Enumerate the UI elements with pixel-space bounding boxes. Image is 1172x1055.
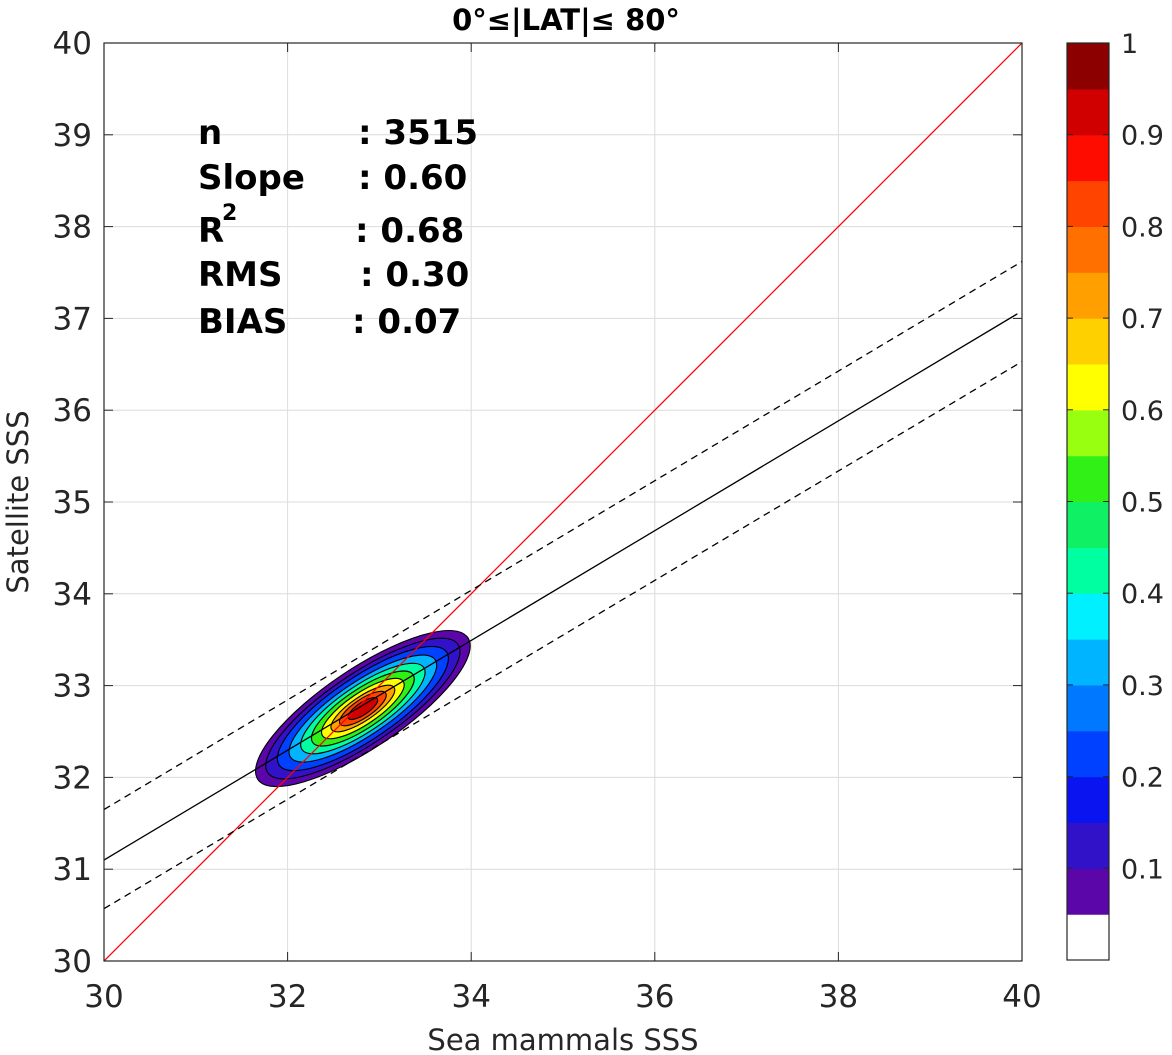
chart-title: 0°≤|LAT|≤ 80°: [452, 3, 680, 37]
colorbar-segment: [1067, 547, 1109, 594]
colorbar-segment: [1067, 226, 1109, 273]
colorbar-segment: [1067, 455, 1109, 503]
x-tick-label: 36: [635, 979, 674, 1015]
x-tick-label: 40: [1002, 979, 1041, 1015]
stat-bias-value: : 0.07: [352, 302, 461, 342]
colorbar-segment: [1067, 639, 1109, 686]
colorbar-segment: [1067, 914, 1109, 961]
colorbar-segment: [1067, 180, 1109, 227]
y-axis-title: Satellite SSS: [1, 410, 35, 593]
fit-lines: [104, 43, 1022, 961]
y-tick-label: 32: [53, 760, 92, 796]
colorbar-tick-label: 0.9: [1121, 121, 1164, 152]
stat-r2-sup: 2: [222, 201, 237, 226]
grid: [104, 43, 1022, 961]
stat-bias-label: BIAS: [198, 302, 287, 342]
y-tick-label: 31: [53, 852, 92, 888]
stat-n-value: : 3515: [358, 113, 478, 153]
y-tick-label: 36: [53, 393, 92, 429]
colorbar-tick-label: 0.8: [1121, 212, 1164, 243]
colorbar-segment: [1067, 593, 1109, 640]
colorbar-segment: [1067, 684, 1109, 732]
stat-rms-label: RMS: [198, 255, 283, 295]
colorbar-segment: [1067, 822, 1109, 869]
density-contour: [347, 697, 379, 721]
y-tick-label: 30: [53, 944, 92, 980]
stat-slope-label: Slope: [198, 158, 305, 198]
colorbar-tick-label: 0.3: [1121, 671, 1164, 702]
colorbar-segment: [1067, 134, 1109, 182]
x-tick-label: 38: [819, 979, 858, 1015]
y-tick-label: 40: [53, 26, 92, 62]
stats-box: n : 3515 Slope : 0.60 R 2 : 0.68 RMS : 0…: [198, 113, 478, 342]
colorbar-segment: [1067, 43, 1109, 90]
colorbar-tick-label: 0.6: [1121, 396, 1164, 427]
colorbar-segment: [1067, 272, 1109, 319]
y-tick-label: 37: [53, 301, 92, 337]
stat-r2-value: : 0.68: [355, 211, 464, 251]
colorbar-segment: [1067, 88, 1109, 136]
x-tick-label: 34: [451, 979, 490, 1015]
x-axis-title: Sea mammals SSS: [427, 1023, 698, 1055]
colorbar: 0.1 0.2 0.3 0.4 0.5 0.6 0.7 0.8 0.9 1: [1066, 29, 1164, 961]
stat-r2-label: R: [198, 211, 224, 251]
colorbar-segment: [1067, 318, 1109, 365]
colorbar-segment: [1067, 776, 1109, 824]
colorbar-tick-label: 0.2: [1121, 763, 1164, 794]
stat-rms-value: : 0.30: [360, 255, 469, 295]
y-tick-label: 38: [53, 210, 92, 246]
regression-line: [104, 313, 1018, 861]
colorbar-tick-label: 1: [1121, 29, 1138, 60]
upper-bound-line: [104, 260, 1022, 811]
colorbar-segment: [1067, 409, 1109, 457]
colorbar-tick-label: 0.4: [1121, 579, 1164, 610]
stat-n-label: n: [198, 113, 222, 153]
axis-ticks: 30 32 34 36 38 40 30 31 32 33 34 35 36 37 38 39 40: [53, 26, 1042, 1015]
y-tick-label: 35: [53, 485, 92, 521]
colorbar-segment: [1067, 730, 1109, 778]
colorbar-tick-label: 0.5: [1121, 488, 1164, 519]
colorbar-segment: [1067, 501, 1109, 548]
lower-bound-line: [104, 360, 1022, 910]
y-tick-label: 34: [53, 577, 92, 613]
x-tick-label: 32: [268, 979, 307, 1015]
colorbar-segment: [1067, 363, 1109, 411]
y-tick-label: 39: [53, 118, 92, 154]
y-tick-label: 33: [53, 669, 92, 705]
colorbar-segment: [1067, 868, 1109, 915]
stat-slope-value: : 0.60: [358, 158, 467, 198]
x-tick-label: 30: [84, 979, 123, 1015]
one-to-one-line: [104, 43, 1022, 961]
colorbar-tick-label: 0.1: [1121, 854, 1164, 885]
colorbar-tick-label: 0.7: [1121, 304, 1164, 335]
